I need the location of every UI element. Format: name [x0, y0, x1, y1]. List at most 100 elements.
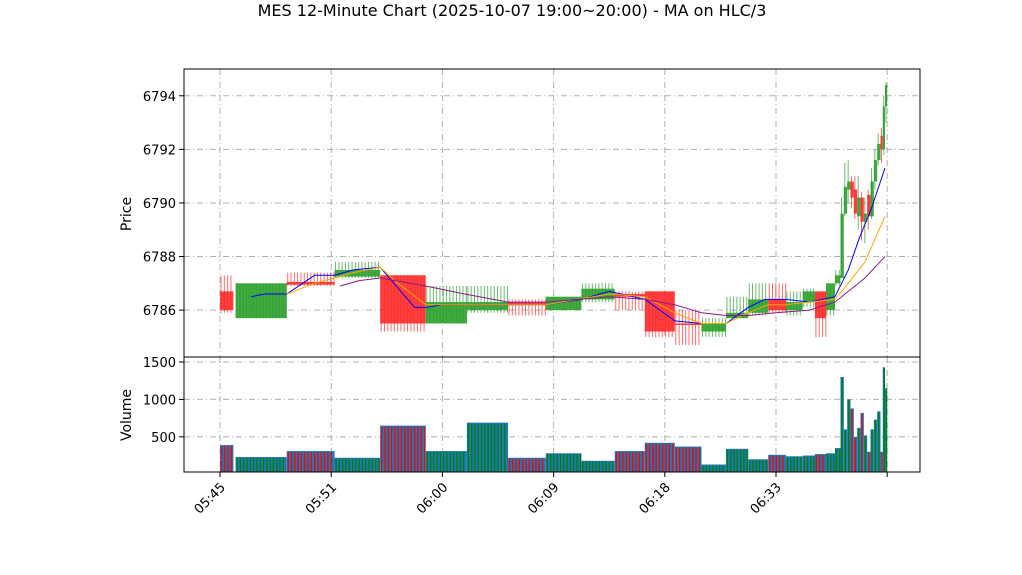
- volume-panel-frame: [183, 356, 921, 473]
- volume-bar: [867, 451, 871, 472]
- price-tick-label: 6786: [143, 304, 176, 319]
- volume-bar-rect: [380, 425, 426, 472]
- volume-bar-rect: [701, 464, 726, 472]
- candle-down: [674, 310, 702, 345]
- candle-body: [884, 85, 888, 107]
- candle-up: [235, 283, 287, 319]
- volume-bar: [235, 457, 287, 472]
- volume-bar: [334, 457, 381, 472]
- volume-bar-rect: [581, 460, 615, 472]
- chart-title: MES 12-Minute Chart (2025-10-07 19:00~20…: [258, 1, 767, 20]
- price-panel-frame: [183, 68, 921, 358]
- volume-bar: [877, 411, 881, 472]
- candle-body: [826, 283, 835, 311]
- ma-line-ma_mid: [286, 216, 886, 325]
- candle-body: [882, 106, 885, 150]
- candle-down: [380, 275, 426, 332]
- candle-body: [235, 283, 287, 319]
- x-tick-label: 06:33: [748, 480, 785, 517]
- candle-body: [220, 291, 234, 311]
- volume-bar-rect: [508, 457, 546, 472]
- volume-bar: [802, 455, 815, 472]
- candle-down: [853, 176, 858, 220]
- candle-up: [701, 318, 727, 337]
- candle-up: [870, 168, 874, 220]
- candle-body: [748, 299, 769, 313]
- volume-bar: [863, 435, 868, 472]
- candle-up: [545, 296, 582, 311]
- volume-bar: [786, 456, 803, 472]
- volume-bar: [508, 457, 546, 472]
- candle-body: [286, 281, 335, 285]
- volume-tick-label: 1500: [143, 356, 176, 371]
- volume-bar: [847, 399, 851, 472]
- candle-body: [867, 194, 871, 217]
- candle-up: [466, 286, 509, 313]
- volume-bar: [850, 408, 854, 472]
- candle-body: [334, 269, 381, 277]
- candle-down: [286, 272, 335, 287]
- volume-bar-rect: [834, 448, 841, 472]
- volume-tick-label: 500: [151, 431, 176, 446]
- volume-bar: [860, 412, 864, 472]
- candle-body: [870, 181, 874, 217]
- candle-down: [850, 176, 854, 209]
- candle-body: [863, 213, 868, 222]
- candle-down: [814, 291, 827, 337]
- candle-up: [847, 160, 851, 203]
- volume-bar: [840, 376, 844, 472]
- candle-body: [860, 197, 864, 222]
- volume-bar: [425, 451, 467, 472]
- volume-bar: [814, 454, 827, 472]
- candle-body: [847, 181, 851, 190]
- candle-up: [802, 288, 815, 308]
- candle-body: [840, 213, 844, 278]
- candle-body: [466, 302, 509, 311]
- candle-body: [857, 197, 861, 217]
- candle-down: [880, 127, 883, 163]
- volume-bar: [857, 427, 861, 472]
- volume-bar: [880, 451, 883, 472]
- volume-bar: [826, 453, 835, 472]
- candle-body: [850, 181, 854, 198]
- volume-bar-rect: [220, 445, 234, 472]
- volume-bar: [843, 429, 848, 472]
- price-tick-label: 6788: [143, 251, 176, 266]
- volume-bar-rect: [802, 455, 815, 472]
- x-tick-label: 05:45: [192, 480, 229, 517]
- candle-body: [873, 160, 878, 182]
- candle-body: [674, 323, 702, 326]
- candle-up: [857, 176, 861, 230]
- candle-up: [877, 133, 881, 166]
- price-tick-label: 6794: [143, 90, 176, 105]
- candle-body: [701, 323, 726, 332]
- candle-body: [644, 291, 675, 332]
- volume-bar: [768, 454, 787, 472]
- volume-bar: [884, 388, 888, 472]
- volume-axis-label: Volume: [119, 389, 135, 441]
- candle-body: [802, 291, 815, 303]
- candle-up: [843, 162, 848, 217]
- volume-bar: [834, 448, 841, 472]
- volume-bar: [701, 464, 726, 472]
- candle-up: [834, 269, 841, 287]
- price-tick-label: 6790: [143, 197, 176, 212]
- candle-up: [884, 82, 888, 123]
- volume-bar: [748, 459, 769, 472]
- candle-down: [614, 291, 645, 311]
- volume-bar: [380, 425, 426, 472]
- candle-body: [581, 288, 615, 300]
- volume-bar: [725, 448, 749, 472]
- volume-bar: [870, 429, 874, 472]
- price-tick-label: 6792: [143, 143, 176, 158]
- candle-body: [425, 302, 467, 324]
- volume-bar: [644, 442, 675, 472]
- volume-bar: [581, 460, 615, 472]
- x-tick-label: 06:09: [525, 480, 562, 517]
- volume-bar-rect: [814, 454, 827, 472]
- plot-layer: 05:45 05:51 06:00 06:09 06:18 06:33 6786 6788 67…: [143, 68, 921, 517]
- candle-body: [843, 186, 848, 214]
- volume-tick-label: 1000: [143, 393, 176, 408]
- candle-up: [840, 197, 844, 278]
